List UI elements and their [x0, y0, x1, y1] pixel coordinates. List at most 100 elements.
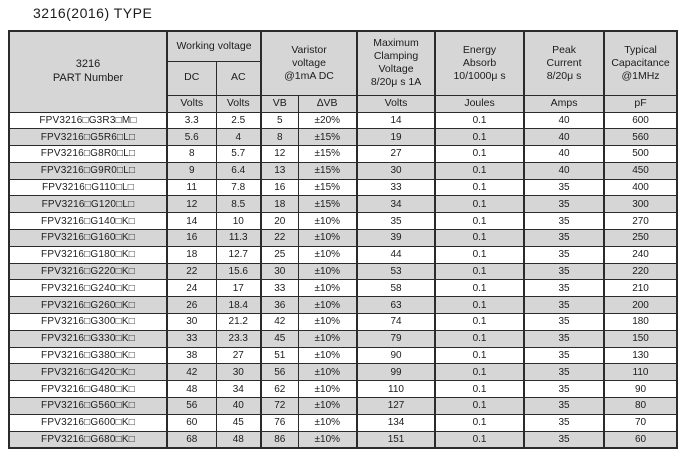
value-cell: 21.2 — [215, 313, 262, 331]
table-row: FPV3216□G9R0□L□ 9 6.4 13 ±15% 30 0.1 40 450 — [8, 161, 678, 180]
unit-header-delta-vb: ∆VB — [297, 94, 358, 113]
value-cell: 34 — [356, 195, 436, 214]
column-header-ac: AC — [215, 60, 262, 96]
value-cell: 35 — [523, 212, 605, 231]
value-cell: 35 — [523, 296, 605, 315]
value-cell: 14 — [166, 212, 217, 231]
part-number-cell: FPV3216□G260□K□ — [8, 296, 168, 315]
value-cell: 500 — [603, 145, 678, 163]
value-cell: 9 — [166, 161, 217, 180]
value-cell: 48 — [215, 430, 262, 449]
value-cell: 45 — [260, 329, 299, 348]
table-row: FPV3216□G3R3□M□ 3.3 2.5 5 ±20% 14 0.1 40 600 — [8, 111, 678, 130]
value-cell: ±10% — [297, 279, 358, 298]
value-cell: 60 — [166, 413, 217, 432]
value-cell: 5.6 — [166, 128, 217, 147]
value-cell: 8.5 — [215, 195, 262, 214]
value-cell: 19 — [356, 128, 436, 147]
value-cell: 22 — [166, 262, 217, 281]
value-cell: ±10% — [297, 313, 358, 331]
value-cell: 16 — [166, 229, 217, 247]
value-cell: 30 — [260, 262, 299, 281]
table-row: FPV3216□G420□K□ 42 30 56 ±10% 99 0.1 35 110 — [8, 363, 678, 382]
value-cell: 40 — [523, 111, 605, 130]
value-cell: 90 — [603, 380, 678, 399]
value-cell: ±10% — [297, 212, 358, 231]
value-cell: 560 — [603, 128, 678, 147]
value-cell: 250 — [603, 229, 678, 247]
table-row: FPV3216□G260□K□ 26 18.4 36 ±10% 63 0.1 35 200 — [8, 296, 678, 315]
value-cell: 58 — [356, 279, 436, 298]
value-cell: 33 — [166, 329, 217, 348]
value-cell: 150 — [603, 329, 678, 348]
unit-header-joules: Joules — [434, 94, 525, 113]
value-cell: ±10% — [297, 296, 358, 315]
value-cell: 0.1 — [434, 313, 525, 331]
value-cell: 151 — [356, 430, 436, 449]
value-cell: 0.1 — [434, 413, 525, 432]
value-cell: 400 — [603, 178, 678, 197]
value-cell: 13 — [260, 161, 299, 180]
value-cell: 4 — [215, 128, 262, 147]
part-number-cell: FPV3216□G220□K□ — [8, 262, 168, 281]
table-row: FPV3216□G600□K□ 60 45 76 ±10% 134 0.1 35 70 — [8, 413, 678, 432]
value-cell: ±15% — [297, 195, 358, 214]
unit-header-vb: VB — [260, 94, 299, 113]
part-number-cell: FPV3216□G420□K□ — [8, 363, 168, 382]
value-cell: 35 — [523, 262, 605, 281]
value-cell: 0.1 — [434, 128, 525, 147]
value-cell: 5 — [260, 111, 299, 130]
value-cell: ±10% — [297, 329, 358, 348]
table-row: FPV3216□G140□K□ 14 10 20 ±10% 35 0.1 35 270 — [8, 212, 678, 231]
value-cell: 40 — [215, 397, 262, 415]
table-row: FPV3216□G680□K□ 68 48 86 ±10% 151 0.1 35 60 — [8, 430, 678, 449]
value-cell: ±15% — [297, 161, 358, 180]
part-number-cell: FPV3216□G160□K□ — [8, 229, 168, 247]
value-cell: 0.1 — [434, 380, 525, 399]
value-cell: 134 — [356, 413, 436, 432]
unit-header-ac-volts: Volts — [215, 94, 262, 113]
value-cell: 15.6 — [215, 262, 262, 281]
value-cell: 180 — [603, 313, 678, 331]
value-cell: 35 — [523, 195, 605, 214]
value-cell: 130 — [603, 346, 678, 365]
column-header-peak-current: Peak Current 8/20μ s — [523, 30, 605, 96]
table-row: FPV3216□G120□L□ 12 8.5 18 ±15% 34 0.1 35 300 — [8, 195, 678, 214]
value-cell: 0.1 — [434, 145, 525, 163]
value-cell: ±10% — [297, 262, 358, 281]
value-cell: 35 — [523, 245, 605, 264]
table-row: FPV3216□G560□K□ 56 40 72 ±10% 127 0.1 35 80 — [8, 397, 678, 415]
value-cell: 0.1 — [434, 397, 525, 415]
value-cell: 600 — [603, 111, 678, 130]
value-cell: 35 — [523, 346, 605, 365]
value-cell: 90 — [356, 346, 436, 365]
value-cell: 127 — [356, 397, 436, 415]
value-cell: 200 — [603, 296, 678, 315]
value-cell: 14 — [356, 111, 436, 130]
value-cell: 48 — [166, 380, 217, 399]
value-cell: 42 — [166, 363, 217, 382]
table-row: FPV3216□G480□K□ 48 34 62 ±10% 110 0.1 35 90 — [8, 380, 678, 399]
value-cell: 450 — [603, 161, 678, 180]
value-cell: 22 — [260, 229, 299, 247]
value-cell: 0.1 — [434, 229, 525, 247]
value-cell: 20 — [260, 212, 299, 231]
value-cell: 110 — [603, 363, 678, 382]
value-cell: 60 — [603, 430, 678, 449]
value-cell: 44 — [356, 245, 436, 264]
column-group-working-voltage: Working voltage — [165, 30, 262, 62]
value-cell: 11 — [166, 178, 217, 197]
unit-header-pf: pF — [603, 94, 678, 113]
value-cell: 56 — [166, 397, 217, 415]
column-header-max-clamping: Maximum Clamping Voltage 8/20μ s 1A — [356, 30, 436, 96]
value-cell: 56 — [260, 363, 299, 382]
value-cell: 39 — [356, 229, 436, 247]
value-cell: 36 — [260, 296, 299, 315]
column-group-varistor-voltage: Varistor voltage @1mA DC — [260, 30, 358, 96]
value-cell: 0.1 — [434, 111, 525, 130]
value-cell: 6.4 — [215, 161, 262, 180]
value-cell: 35 — [523, 313, 605, 331]
unit-header-dc-volts: Volts — [166, 94, 217, 113]
unit-header-amps: Amps — [523, 94, 605, 113]
value-cell: 16 — [260, 178, 299, 197]
